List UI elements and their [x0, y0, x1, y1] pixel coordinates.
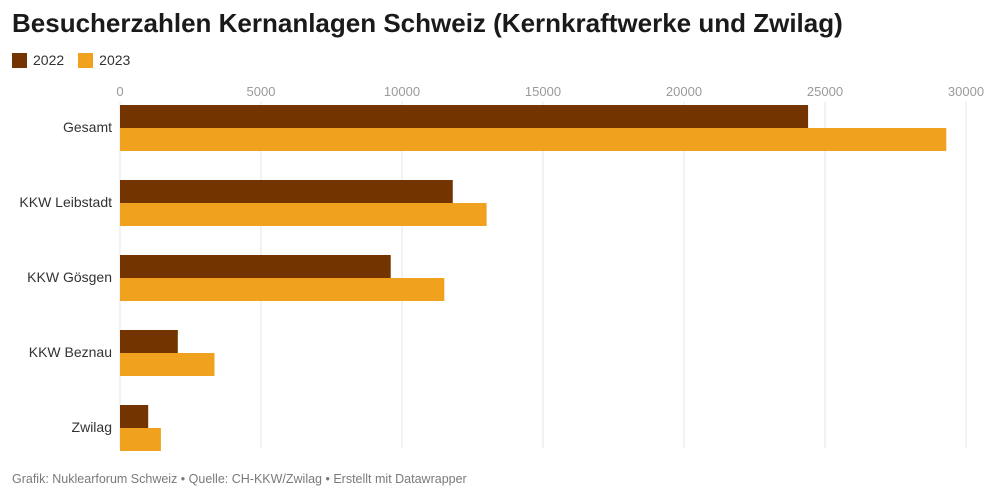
- bar-kkw-leibstadt-2023: [120, 203, 487, 226]
- category-label-kkw-beznau: KKW Beznau: [29, 344, 112, 360]
- chart-title: Besucherzahlen Kernanlagen Schweiz (Kern…: [12, 8, 843, 38]
- chart-footer: Grafik: Nuklearforum Schweiz • Quelle: C…: [12, 472, 467, 486]
- chart-legend: 2022 2023: [12, 52, 130, 68]
- bar-kkw-gösgen-2022: [120, 255, 391, 278]
- category-label-zwilag: Zwilag: [72, 419, 112, 435]
- x-tick-label-10000: 10000: [384, 84, 420, 99]
- category-label-kkw-leibstadt: KKW Leibstadt: [19, 194, 112, 210]
- legend-swatch-2023: [78, 52, 94, 68]
- bar-gesamt-2023: [120, 128, 947, 151]
- category-label-gesamt: Gesamt: [63, 119, 112, 135]
- bar-zwilag-2023: [120, 428, 161, 451]
- bar-kkw-beznau-2022: [120, 330, 178, 353]
- legend-label-2022: 2022: [33, 52, 65, 68]
- legend-label-2023: 2023: [99, 52, 131, 68]
- bar-chart: 0 5000 10000 15000 20000 25000 30000 Gesamt KKW …: [19, 84, 984, 451]
- x-tick-label-25000: 25000: [807, 84, 843, 99]
- x-tick-label-30000: 30000: [948, 84, 984, 99]
- bar-gesamt-2022: [120, 105, 809, 128]
- x-tick-label-5000: 5000: [247, 84, 276, 99]
- legend-swatch-2022: [12, 52, 27, 68]
- bar-zwilag-2022: [120, 405, 149, 428]
- bar-kkw-gösgen-2023: [120, 278, 445, 301]
- x-tick-label-20000: 20000: [666, 84, 702, 99]
- category-label-kkw-gösgen: KKW Gösgen: [27, 269, 112, 285]
- bar-kkw-beznau-2023: [120, 353, 215, 376]
- x-tick-label-15000: 15000: [525, 84, 561, 99]
- legend-item-2022: 2022: [12, 52, 64, 68]
- bar-kkw-leibstadt-2022: [120, 180, 453, 203]
- legend-item-2023: 2023: [78, 52, 130, 68]
- x-tick-label-0: 0: [116, 84, 123, 99]
